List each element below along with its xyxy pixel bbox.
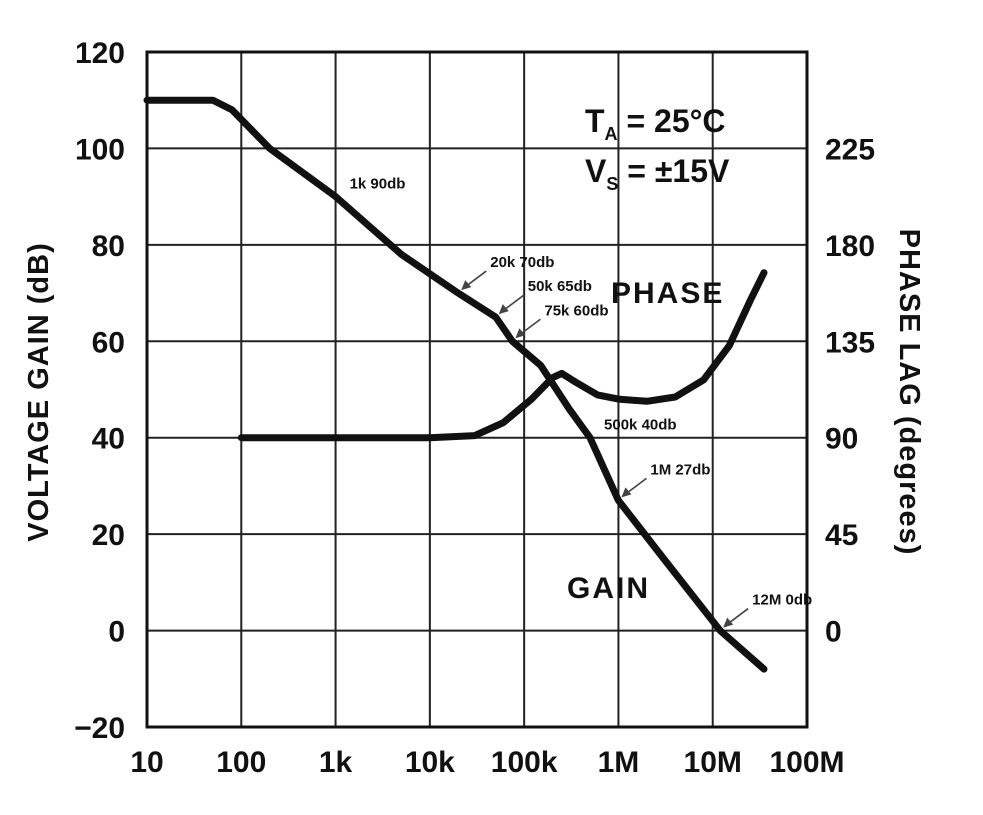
- y-left-tick-label: 120: [75, 37, 125, 70]
- y-left-tick-label: 40: [92, 423, 125, 456]
- series-label-phase: PHASE: [611, 277, 724, 310]
- tick-labels: 10 100 1k 10k 100k 1M 10M 100M −20 0 20 40 60 80 100 12…: [74, 37, 875, 779]
- series-label-gain: GAIN: [567, 572, 650, 605]
- annotation-label: 50k 65db: [528, 278, 592, 295]
- annotation: 20k 70db: [461, 254, 554, 291]
- series-line-phase: [237, 269, 768, 442]
- y-left-tick-label: 60: [92, 326, 125, 359]
- annotation-arrow-head: [515, 328, 526, 339]
- y-left-tick-label: 80: [92, 230, 125, 263]
- x-tick-label: 100: [216, 746, 266, 779]
- y-left-tick-label: 0: [108, 616, 125, 649]
- annotation-arrow-head: [461, 280, 472, 291]
- condition-ta: TA = 25°C: [585, 103, 726, 144]
- y-left-tick-label: −20: [74, 712, 125, 745]
- x-tick-label: 1k: [319, 746, 353, 779]
- annotation-label: 12M 0db: [752, 592, 812, 609]
- condition-vs: VS = ±15V: [585, 153, 730, 194]
- annotation: 1k 90db: [350, 176, 406, 193]
- annotation-label: 1k 90db: [350, 176, 406, 193]
- x-tick-label: 10M: [684, 746, 742, 779]
- condition-ta-rest: = 25°C: [618, 103, 726, 139]
- y-right-tick-label: 45: [825, 519, 858, 552]
- annotation-arrow-head: [621, 487, 632, 498]
- annotation: 75k 60db: [515, 302, 609, 339]
- annotation-arrow-head: [723, 617, 734, 628]
- x-tick-label: 10: [130, 746, 163, 779]
- condition-vs-rest: = ±15V: [618, 153, 730, 189]
- condition-vs-main: V: [585, 153, 607, 189]
- condition-vs-sub: S: [606, 174, 618, 194]
- condition-ta-main: T: [585, 103, 605, 139]
- y-left-tick-label: 20: [92, 519, 125, 552]
- curves: [143, 96, 768, 673]
- x-tick-label: 1M: [598, 746, 640, 779]
- y-right-axis-title: PHASE LAG (degrees): [893, 229, 925, 556]
- condition-ta-sub: A: [605, 124, 618, 144]
- x-tick-label: 100M: [769, 746, 844, 779]
- y-left-tick-label: 100: [75, 133, 125, 166]
- annotation-label: 1M 27db: [650, 461, 710, 478]
- annotation: 500k 40db: [604, 417, 677, 434]
- y-right-tick-label: 90: [825, 423, 858, 456]
- y-right-tick-label: 225: [825, 133, 875, 166]
- y-right-tick-label: 0: [825, 616, 842, 649]
- annotation-arrow-head: [498, 304, 509, 315]
- y-right-tick-label: 135: [825, 326, 875, 359]
- series-line-gain: [143, 96, 768, 673]
- annotation: 1M 27db: [621, 461, 710, 498]
- annotation-label: 75k 60db: [544, 302, 608, 319]
- annotation: 12M 0db: [723, 592, 812, 628]
- x-tick-label: 100k: [491, 746, 558, 779]
- plot-frame: [145, 50, 809, 729]
- y-right-tick-label: 180: [825, 230, 875, 263]
- annotation-label: 20k 70db: [490, 254, 554, 271]
- annotation: 50k 65db: [498, 278, 592, 315]
- annotation-label: 500k 40db: [604, 417, 677, 434]
- y-left-axis-title: VOLTAGE GAIN (dB): [23, 242, 55, 541]
- annotations: 1k 90db 20k 70db 50k 65db 75k 60db 500k 40db…: [350, 176, 812, 628]
- x-tick-label: 10k: [405, 746, 455, 779]
